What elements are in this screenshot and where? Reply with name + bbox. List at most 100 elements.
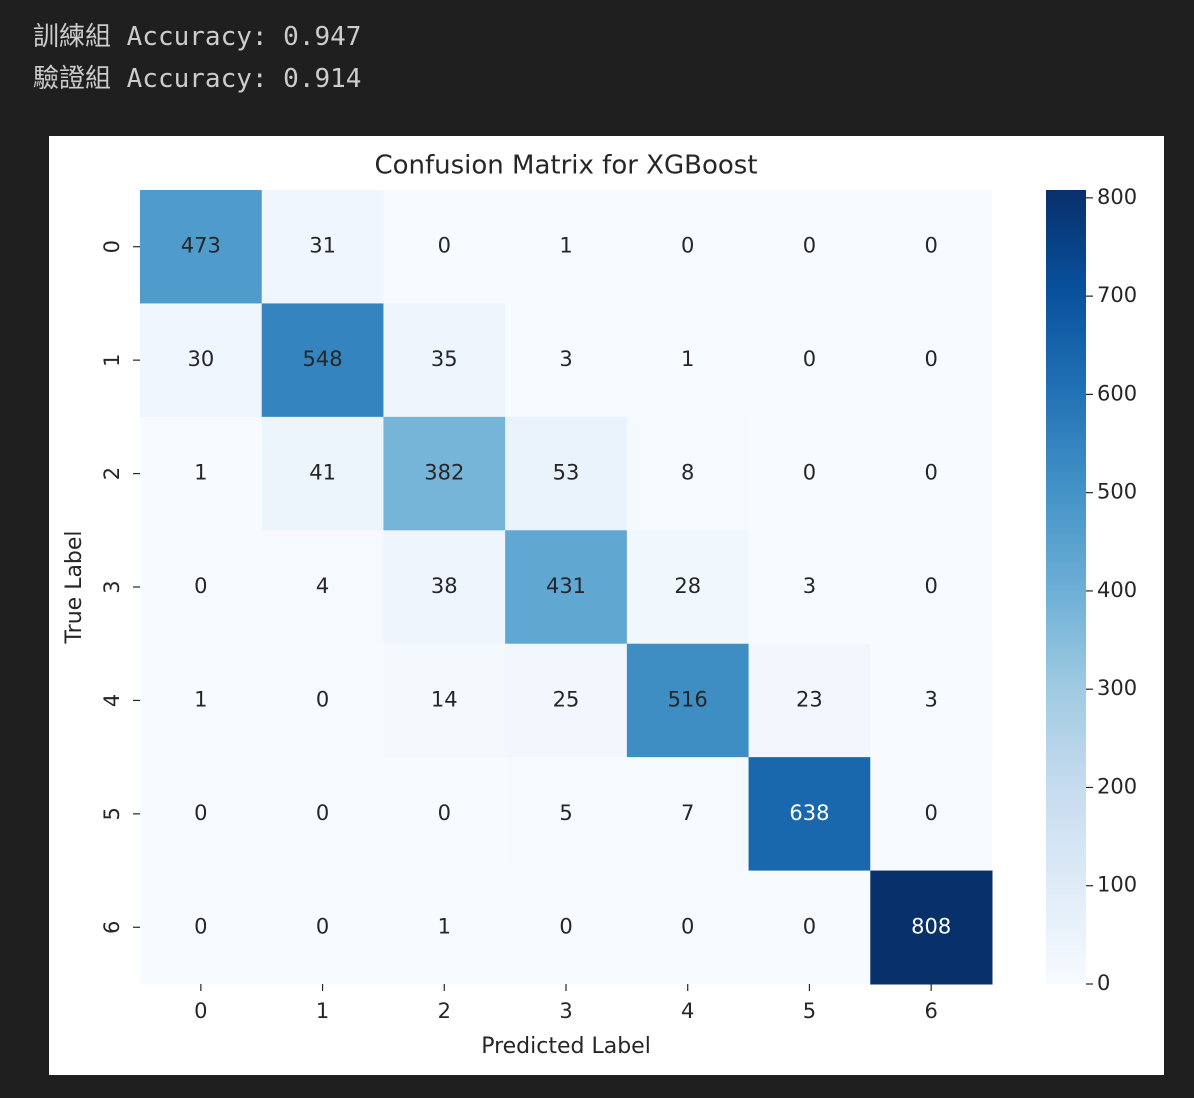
colorbar-tick-label: 300 — [1097, 676, 1137, 700]
cell-label: 23 — [796, 687, 823, 711]
output-line: 訓練組 Accuracy: 0.947 — [33, 22, 362, 52]
heatmap-cell — [383, 303, 506, 418]
y-tick-label: 0 — [100, 240, 124, 253]
cell-label: 0 — [924, 461, 937, 485]
cell-label: 53 — [553, 461, 580, 485]
y-tick-label: 6 — [100, 921, 124, 934]
heatmap-cell — [505, 643, 628, 758]
colorbar-tick-label: 500 — [1097, 480, 1137, 504]
cell-label: 41 — [309, 461, 336, 485]
heatmap-cell — [505, 757, 628, 872]
cell-label: 25 — [553, 687, 580, 711]
heatmap-cell — [261, 416, 384, 531]
heatmap-cell — [383, 416, 506, 531]
cell-label: 14 — [431, 687, 458, 711]
cell-label: 0 — [681, 234, 694, 258]
heatmap-cell — [870, 416, 993, 531]
output-line: 驗證組 Accuracy: 0.914 — [33, 64, 362, 94]
cell-label: 31 — [309, 234, 336, 258]
heatmap-cell — [261, 643, 384, 758]
heatmap-cell — [626, 870, 750, 985]
x-tick-label: 4 — [681, 999, 694, 1023]
heatmap-cell — [626, 190, 750, 304]
cell-label: 35 — [431, 347, 458, 371]
colorbar-tick-label: 100 — [1097, 873, 1137, 897]
y-tick-label: 5 — [100, 807, 124, 820]
heatmap-cell — [870, 643, 993, 758]
heatmap-cell — [140, 757, 263, 872]
cell-label: 1 — [559, 234, 572, 258]
cell-label: 38 — [431, 574, 458, 598]
heatmap-cell — [140, 416, 263, 531]
cell-label: 4 — [316, 574, 329, 598]
cell-label: 7 — [681, 801, 694, 825]
heatmap-cell — [261, 530, 384, 645]
cell-label: 516 — [668, 687, 708, 711]
heatmap-cell — [261, 757, 384, 872]
heatmap-cell — [626, 530, 750, 645]
heatmap-cell — [748, 870, 871, 985]
colorbar-tick-label: 600 — [1097, 381, 1137, 405]
heatmap-cell — [505, 530, 628, 645]
cell-label: 1 — [194, 461, 207, 485]
cell-label: 0 — [438, 801, 451, 825]
heatmap-cell — [140, 643, 263, 758]
heatmap-cell — [748, 530, 871, 645]
cell-label: 0 — [924, 347, 937, 371]
cell-label: 0 — [194, 574, 207, 598]
cell-label: 0 — [681, 914, 694, 938]
cell-label: 3 — [924, 687, 937, 711]
heatmap-cell — [383, 757, 506, 872]
cell-label: 431 — [546, 574, 586, 598]
cell-label: 0 — [924, 234, 937, 258]
cell-label: 3 — [559, 347, 572, 371]
cell-label: 0 — [803, 347, 816, 371]
heatmap-cell — [626, 757, 750, 872]
cell-label: 0 — [803, 234, 816, 258]
y-tick-label: 2 — [100, 467, 124, 480]
cell-label: 0 — [316, 687, 329, 711]
heatmap-cell — [748, 643, 871, 758]
x-tick-label: 1 — [316, 999, 329, 1023]
heatmap-cell — [261, 870, 384, 985]
heatmap-cell — [505, 870, 628, 985]
heatmap-cell — [140, 870, 263, 985]
colorbar-tick-label: 200 — [1097, 774, 1137, 798]
x-tick-label: 0 — [194, 999, 207, 1023]
heatmap-cell — [626, 416, 750, 531]
cell-label: 473 — [181, 234, 221, 258]
colorbar-tick-label: 400 — [1097, 578, 1137, 602]
cell-label: 0 — [194, 801, 207, 825]
y-tick-label: 4 — [100, 694, 124, 707]
heatmap-cell — [748, 190, 871, 304]
heatmap-cell — [505, 190, 628, 304]
cell-label: 1 — [438, 914, 451, 938]
cell-label: 0 — [316, 914, 329, 938]
colorbar-tick-label: 0 — [1097, 971, 1110, 995]
heatmap-cell — [140, 303, 263, 418]
cell-label: 0 — [194, 914, 207, 938]
y-tick-label: 1 — [100, 353, 124, 366]
cell-label: 0 — [438, 234, 451, 258]
cell-label: 548 — [303, 347, 343, 371]
cell-label: 0 — [803, 914, 816, 938]
heatmap-cell — [140, 190, 263, 304]
heatmap-cell — [140, 530, 263, 645]
chart-title: Confusion Matrix for XGBoost — [374, 151, 757, 181]
y-tick-label: 3 — [100, 580, 124, 593]
cell-label: 0 — [924, 574, 937, 598]
colorbar — [1046, 190, 1086, 984]
heatmap-cell — [383, 530, 506, 645]
heatmap-cell — [261, 303, 384, 418]
heatmap-cell — [505, 303, 628, 418]
cell-label: 1 — [681, 347, 694, 371]
chart: Confusion Matrix for XGBoost Predicted L… — [49, 136, 1164, 1075]
cell-label: 382 — [424, 461, 464, 485]
cell-label: 1 — [194, 687, 207, 711]
cell-label: 0 — [559, 914, 572, 938]
x-tick-label: 5 — [803, 999, 816, 1023]
x-tick-label: 3 — [559, 999, 572, 1023]
heatmap-cell — [748, 303, 871, 418]
x-tick-label: 2 — [438, 999, 451, 1023]
